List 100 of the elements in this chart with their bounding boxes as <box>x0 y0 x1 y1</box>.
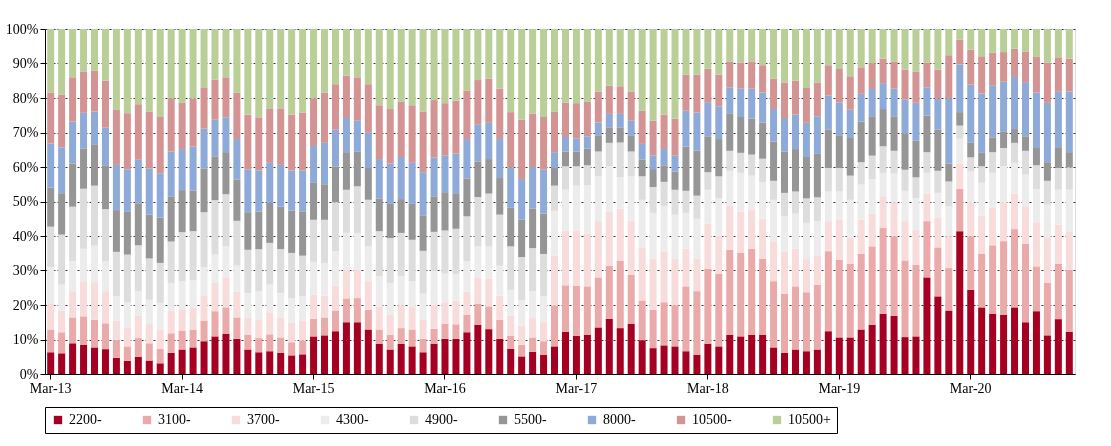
bar <box>47 329 55 353</box>
bar <box>726 61 734 88</box>
bar <box>277 164 285 207</box>
bar <box>737 62 745 89</box>
bar <box>551 185 559 211</box>
bar <box>813 349 821 374</box>
bar <box>386 314 394 335</box>
bar <box>978 166 986 183</box>
y-tick-label: 50% <box>12 194 39 209</box>
bar <box>452 193 460 229</box>
bar <box>693 195 701 219</box>
bar <box>167 196 175 242</box>
bar <box>529 248 537 292</box>
bar <box>167 98 175 152</box>
bar <box>419 319 427 339</box>
bar <box>912 177 920 199</box>
bar <box>299 170 307 212</box>
bar <box>485 246 493 279</box>
bar <box>978 253 986 308</box>
bar <box>824 221 832 252</box>
bar <box>649 309 657 349</box>
bar <box>605 166 613 212</box>
bar <box>222 333 230 374</box>
bar <box>813 153 821 198</box>
bar <box>47 92 55 144</box>
bar <box>748 209 756 249</box>
bar <box>901 99 909 134</box>
bar <box>627 220 635 275</box>
bar <box>310 182 318 220</box>
bar <box>649 169 657 188</box>
bar <box>561 285 569 332</box>
bar <box>923 277 931 374</box>
bar <box>901 169 909 191</box>
bar <box>605 265 613 319</box>
bar <box>945 181 953 207</box>
bar <box>802 157 810 199</box>
bar <box>956 188 964 232</box>
bar <box>627 29 635 92</box>
bar <box>288 298 296 323</box>
bar <box>945 236 953 269</box>
bar <box>802 351 810 374</box>
bar <box>638 143 646 160</box>
bar <box>474 80 482 125</box>
bar <box>69 163 77 207</box>
bar <box>857 253 865 330</box>
bar <box>145 258 153 300</box>
bar <box>551 210 559 256</box>
bar <box>846 76 854 110</box>
bar <box>846 175 854 200</box>
bar <box>123 327 131 347</box>
bar <box>616 113 624 128</box>
bar <box>189 231 197 281</box>
bar <box>551 305 559 347</box>
bar <box>868 155 876 180</box>
bar <box>101 127 109 166</box>
bar <box>802 87 810 123</box>
bar <box>353 322 361 374</box>
bar <box>518 219 526 258</box>
bar <box>200 128 208 169</box>
bar <box>101 291 109 324</box>
bar <box>288 29 296 115</box>
bar <box>868 29 876 64</box>
bar <box>496 214 504 266</box>
bar <box>978 56 986 94</box>
bar <box>901 190 909 222</box>
bar <box>540 213 548 254</box>
bar <box>419 250 427 294</box>
bar <box>781 216 789 252</box>
x-tick-label: Mar-14 <box>161 380 203 396</box>
bar <box>408 346 416 374</box>
bar <box>824 95 832 130</box>
bar <box>967 49 975 85</box>
bar <box>791 80 799 115</box>
bar <box>299 112 307 171</box>
bar <box>331 29 339 85</box>
bar <box>47 267 55 304</box>
bar <box>91 70 99 112</box>
bar <box>69 206 77 262</box>
bar <box>430 343 438 374</box>
bar <box>551 168 559 186</box>
bar <box>1054 91 1062 149</box>
bar <box>167 352 175 374</box>
bar <box>485 122 493 160</box>
bar <box>551 346 559 374</box>
bar <box>452 300 460 325</box>
bar <box>912 71 920 103</box>
bar <box>1065 91 1073 153</box>
bar <box>978 93 986 153</box>
bar <box>1043 204 1051 239</box>
bar <box>277 249 285 293</box>
bar <box>474 161 482 198</box>
bar <box>923 193 931 222</box>
bar <box>824 331 832 374</box>
bar <box>222 277 230 308</box>
bar <box>474 124 482 162</box>
bar <box>375 343 383 374</box>
bar <box>989 245 997 314</box>
bar <box>978 29 986 57</box>
bar <box>1043 29 1051 63</box>
bar <box>616 177 624 209</box>
